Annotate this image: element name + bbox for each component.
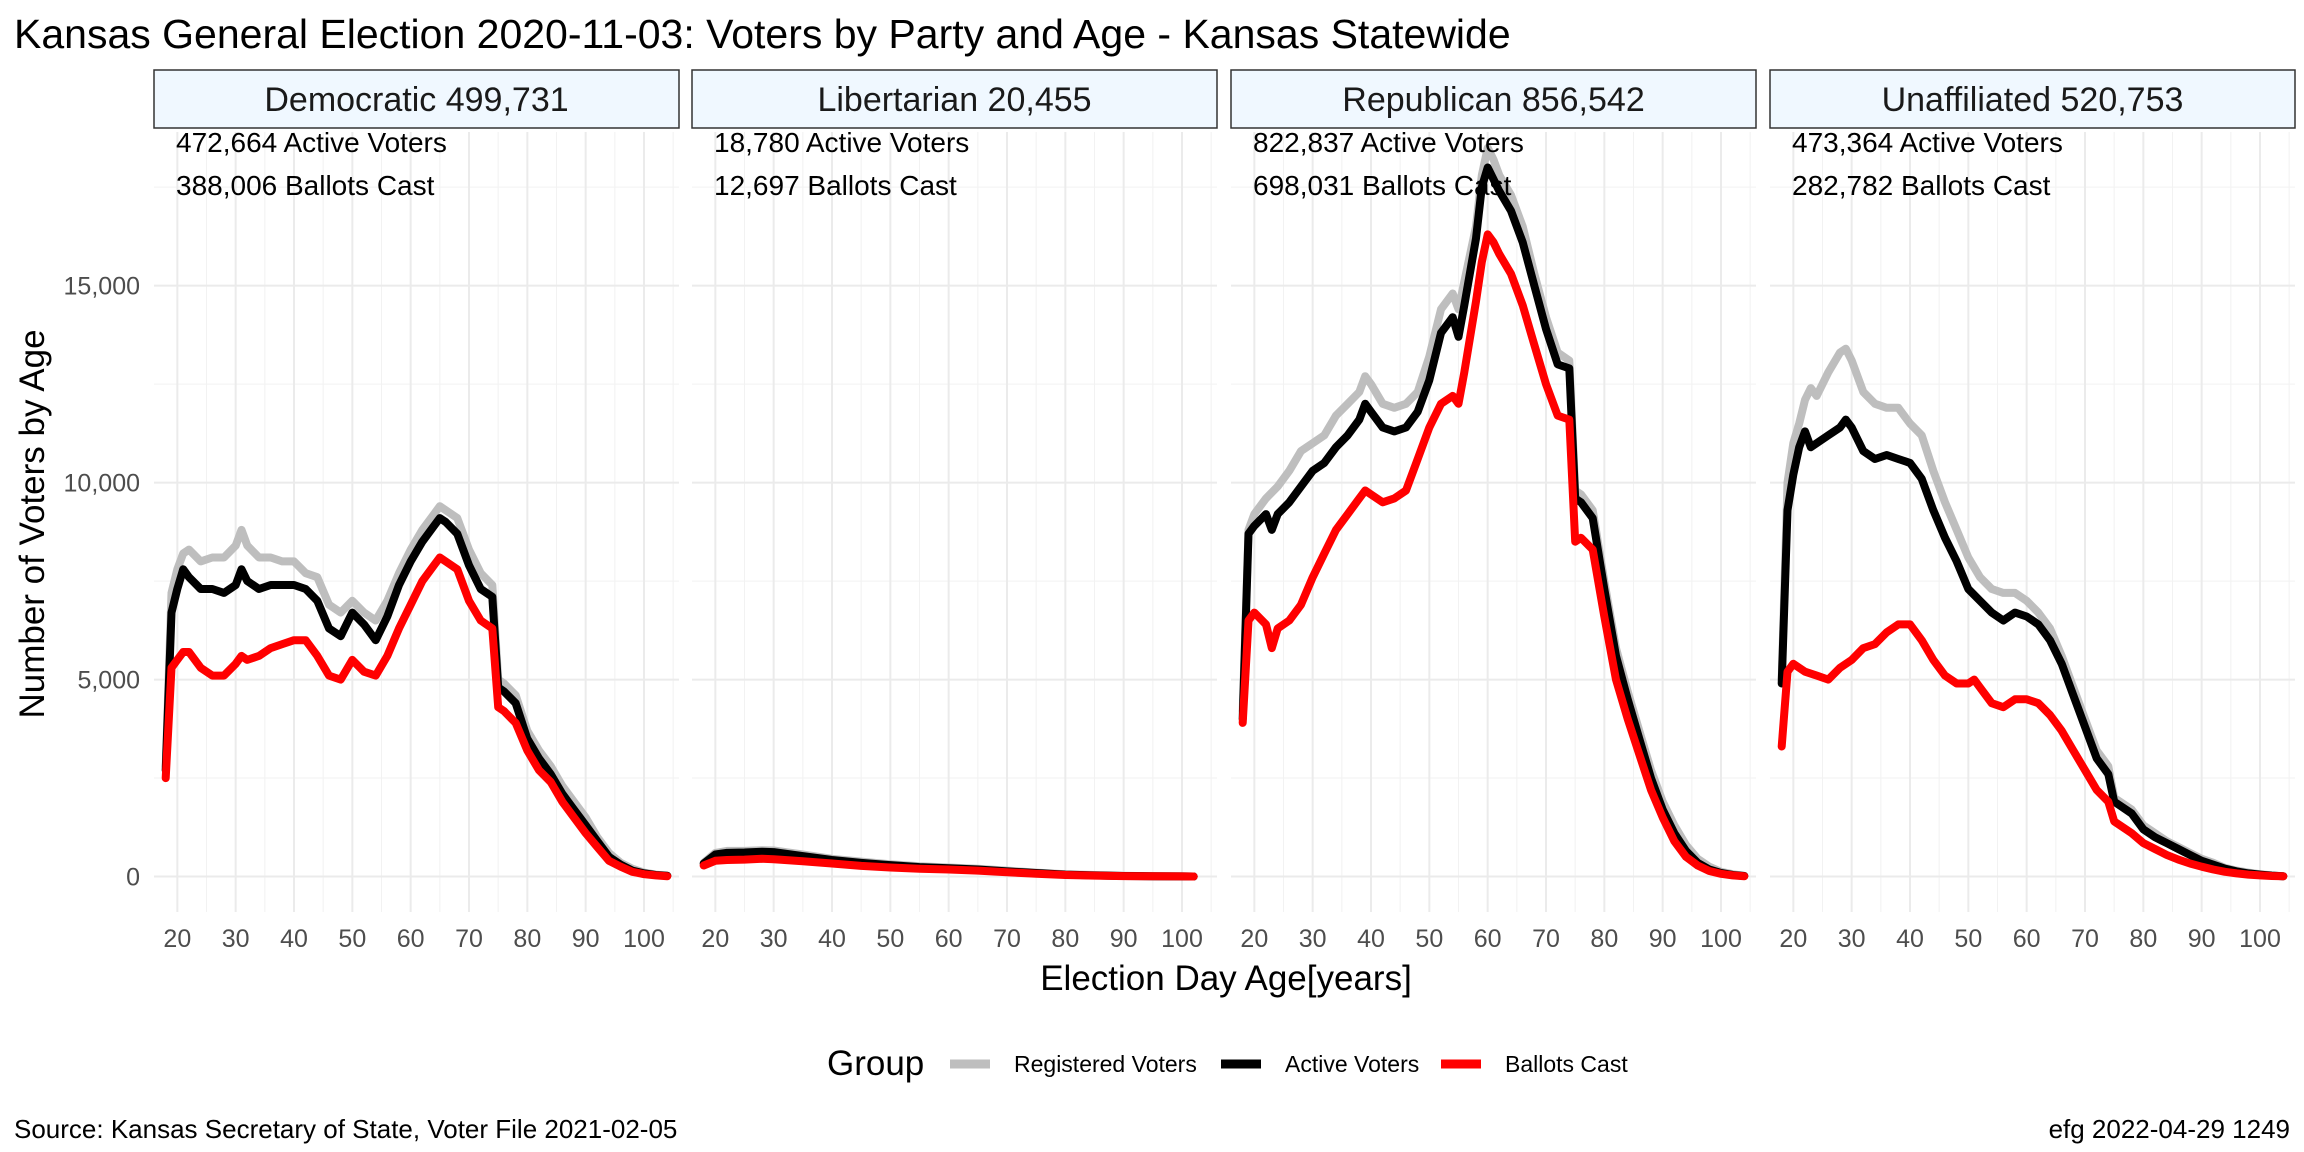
series-line (1238, 163, 1749, 880)
x-tick-label: 30 (760, 925, 788, 953)
x-tick-label: 60 (935, 925, 963, 953)
legend-label: Ballots Cast (1505, 1051, 1628, 1077)
facet-panel: Republican 856,542 822,837 Active Voters 6… (1230, 69, 1757, 953)
facet-strip (1769, 69, 2296, 129)
x-tick-label: 80 (1590, 925, 1618, 953)
x-tick-label: 50 (876, 925, 904, 953)
x-tick-label: 60 (397, 925, 425, 953)
panel-annotation: 388,006 Ballots Cast (176, 170, 435, 201)
facet-strip (691, 69, 1218, 129)
x-tick-label: 100 (1700, 925, 1742, 953)
x-tick-label: 20 (701, 925, 729, 953)
x-tick-label: 50 (1954, 925, 1982, 953)
x-tick-label: 90 (2188, 925, 2216, 953)
legend-title: Group (827, 1044, 924, 1083)
facet-panel: Libertarian 20,455 18,780 Active Voters 12… (691, 69, 1218, 953)
series-line (161, 553, 672, 881)
x-tick-label: 70 (455, 925, 483, 953)
y-tick-label: 10,000 (64, 470, 140, 498)
y-axis: 0 5,000 10,000 15,000 (64, 273, 140, 892)
x-tick-label: 60 (1474, 925, 1502, 953)
panel-annotation: 473,364 Active Voters (1792, 127, 2063, 158)
series-line (161, 514, 672, 880)
y-tick-label: 0 (126, 864, 140, 892)
x-tick-label: 40 (818, 925, 846, 953)
x-tick-label: 70 (2071, 925, 2099, 953)
series-line (1777, 415, 2288, 881)
panel-annotation: 698,031 Ballots Cast (1253, 170, 1512, 201)
facet-strip (153, 69, 680, 129)
y-axis-title: Number of Voters by Age (13, 329, 52, 718)
author-caption: efg 2022-04-29 1249 (2049, 1114, 2290, 1144)
panel-annotation: 18,780 Active Voters (714, 127, 969, 158)
x-axis-title: Election Day Age[years] (1040, 959, 1412, 998)
x-tick-label: 70 (1532, 925, 1560, 953)
y-tick-label: 15,000 (64, 273, 140, 301)
chart-title: Kansas General Election 2020-11-03: Vote… (14, 11, 1511, 57)
x-tick-label: 50 (1415, 925, 1443, 953)
x-tick-label: 40 (1896, 925, 1924, 953)
panel-annotation: 12,697 Ballots Cast (714, 170, 957, 201)
x-tick-label: 30 (1299, 925, 1327, 953)
x-tick-label: 30 (222, 925, 250, 953)
x-tick-label: 20 (163, 925, 191, 953)
facet-strip-label: Democratic 499,731 (264, 81, 568, 119)
x-tick-label: 80 (513, 925, 541, 953)
x-tick-label: 20 (1240, 925, 1268, 953)
x-tick-label: 30 (1838, 925, 1866, 953)
series-line (1777, 620, 2288, 881)
panel-annotation: 472,664 Active Voters (176, 127, 447, 158)
series-line (1238, 230, 1749, 881)
y-tick-label: 5,000 (77, 667, 140, 695)
panel-annotation: 822,837 Active Voters (1253, 127, 1524, 158)
facet-strip (1230, 69, 1757, 129)
facet-strip-label: Libertarian 20,455 (817, 81, 1091, 119)
x-tick-label: 50 (338, 925, 366, 953)
facet-strip-label: Unaffiliated 520,753 (1882, 81, 2184, 119)
x-tick-label: 90 (1649, 925, 1677, 953)
x-tick-label: 70 (993, 925, 1021, 953)
legend-label: Active Voters (1285, 1051, 1419, 1077)
x-tick-label: 20 (1779, 925, 1807, 953)
x-tick-label: 60 (2013, 925, 2041, 953)
series-line (161, 502, 672, 880)
x-tick-label: 40 (280, 925, 308, 953)
x-tick-label: 100 (2239, 925, 2281, 953)
facet-panel: Unaffiliated 520,753 473,364 Active Voter… (1769, 69, 2296, 953)
x-tick-label: 100 (623, 925, 665, 953)
panel-annotation: 282,782 Ballots Cast (1792, 170, 2051, 201)
legend-label: Registered Voters (1014, 1051, 1197, 1077)
facet-strip-label: Republican 856,542 (1342, 81, 1644, 119)
legend: Group Registered Voters Active Voters Ball… (827, 1044, 1628, 1083)
x-tick-label: 100 (1161, 925, 1203, 953)
x-tick-label: 80 (1051, 925, 1079, 953)
series-line (699, 854, 1198, 881)
x-tick-label: 90 (1110, 925, 1138, 953)
x-tick-label: 40 (1357, 925, 1385, 953)
facet-panel: Democratic 499,731 472,664 Active Voters 3… (153, 69, 680, 953)
x-tick-label: 90 (572, 925, 600, 953)
facet-panels: Democratic 499,731 472,664 Active Voters 3… (153, 69, 2296, 953)
x-tick-label: 80 (2129, 925, 2157, 953)
source-caption: Source: Kansas Secretary of State, Voter… (14, 1114, 677, 1144)
